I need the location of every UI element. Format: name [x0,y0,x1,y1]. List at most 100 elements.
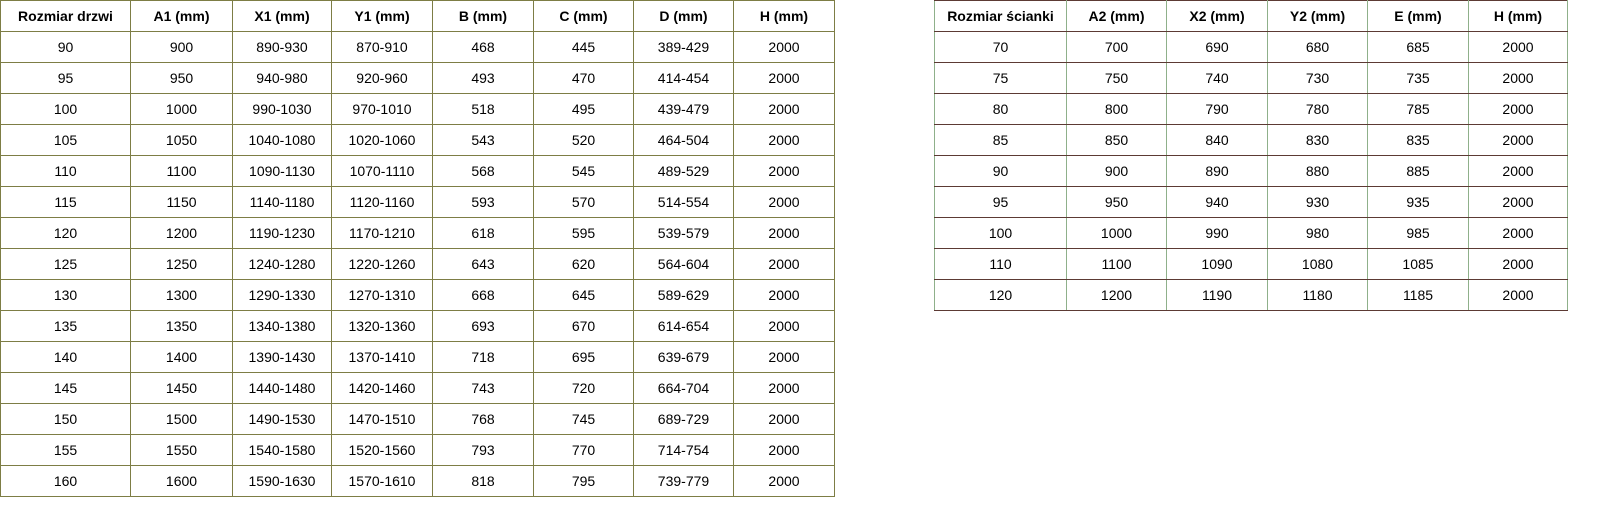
table-cell: 1100 [130,155,233,187]
table-cell: 95 [0,62,131,94]
table-cell: 2000 [1468,31,1568,63]
table-cell: 564-604 [633,248,734,280]
table-cell: 720 [533,372,634,404]
table-cell: 110 [0,155,131,187]
table-row: 90 900 890-930 870-910 468 445 389-429 2000 [0,31,835,63]
table-cell: 2000 [733,465,835,497]
table-cell: 1590-1630 [232,465,332,497]
table-cell: 695 [533,341,634,373]
table-cell: 595 [533,217,634,249]
table-cell: 689-729 [633,403,734,435]
table-cell: 545 [533,155,634,187]
table-cell: 1320-1360 [331,310,433,342]
table-cell: 1490-1530 [232,403,332,435]
table-cell: 1270-1310 [331,279,433,311]
table-cell: 464-504 [633,124,734,156]
table-cell: 389-429 [633,31,734,63]
table-cell: 714-754 [633,434,734,466]
table-cell: 718 [432,341,534,373]
table-cell: 2000 [733,217,835,249]
table-cell: 1180 [1267,279,1368,311]
column-header: A2 (mm) [1066,0,1167,32]
table-cell: 890-930 [232,31,332,63]
column-header: C (mm) [533,0,634,32]
table-cell: 90 [934,155,1067,187]
table-cell: 818 [432,465,534,497]
table-cell: 130 [0,279,131,311]
table-cell: 1470-1510 [331,403,433,435]
table-cell: 1000 [1066,217,1167,249]
table-cell: 2000 [1468,124,1568,156]
column-header: B (mm) [432,0,534,32]
table-cell: 1420-1460 [331,372,433,404]
table-cell: 785 [1367,93,1469,125]
table-row: 115 1150 1140-1180 1120-1160 593 570 514-554 20… [0,186,835,218]
table-cell: 639-679 [633,341,734,373]
table-cell: 145 [0,372,131,404]
table-cell: 940-980 [232,62,332,94]
table-cell: 1000 [130,93,233,125]
table-cell: 135 [0,310,131,342]
table-cell: 100 [934,217,1067,249]
table-cell: 2000 [733,341,835,373]
table-cell: 1570-1610 [331,465,433,497]
column-header: X1 (mm) [232,0,332,32]
table-cell: 2000 [733,93,835,125]
table-cell: 568 [432,155,534,187]
table-cell: 2000 [1468,186,1568,218]
table-cell: 2000 [733,248,835,280]
header-row: Rozmiar drzwi A1 (mm) X1 (mm) Y1 (mm) B (mm)… [0,0,835,32]
column-header: H (mm) [1468,0,1568,32]
table-cell: 2000 [733,403,835,435]
table-cell: 840 [1166,124,1268,156]
table-cell: 2000 [733,279,835,311]
table-cell: 750 [1066,62,1167,94]
table-cell: 1140-1180 [232,186,332,218]
table-cell: 70 [934,31,1067,63]
table-row: 150 1500 1490-1530 1470-1510 768 745 689-729 20… [0,403,835,435]
column-header: Y2 (mm) [1267,0,1368,32]
table-cell: 643 [432,248,534,280]
table-cell: 830 [1267,124,1368,156]
table-cell: 1085 [1367,248,1469,280]
table-cell: 685 [1367,31,1469,63]
column-header: Y1 (mm) [331,0,433,32]
table-cell: 439-479 [633,93,734,125]
table-cell: 1070-1110 [331,155,433,187]
table-cell: 468 [432,31,534,63]
table-row: 100 1000 990-1030 970-1010 518 495 439-479 2000 [0,93,835,125]
table-cell: 980 [1267,217,1368,249]
table-cell: 2000 [1468,155,1568,187]
table-cell: 1020-1060 [331,124,433,156]
table-cell: 1050 [130,124,233,156]
table-cell: 1100 [1066,248,1167,280]
table-cell: 100 [0,93,131,125]
table-cell: 950 [1066,186,1167,218]
table-cell: 1200 [130,217,233,249]
table-cell: 770 [533,434,634,466]
table-cell: 80 [934,93,1067,125]
table-cell: 1450 [130,372,233,404]
table-cell: 880 [1267,155,1368,187]
table-cell: 970-1010 [331,93,433,125]
table-row: 100 1000 990 980 985 2000 [934,217,1568,249]
table-cell: 1600 [130,465,233,497]
column-header: Rozmiar ścianki [934,0,1067,32]
table-cell: 1220-1260 [331,248,433,280]
table-cell: 1540-1580 [232,434,332,466]
table-cell: 414-454 [633,62,734,94]
table-row: 95 950 940-980 920-960 493 470 414-454 2000 [0,62,835,94]
table-cell: 90 [0,31,131,63]
table-cell: 620 [533,248,634,280]
table-cell: 1400 [130,341,233,373]
table-cell: 790 [1166,93,1268,125]
table-cell: 1170-1210 [331,217,433,249]
table-cell: 1040-1080 [232,124,332,156]
table-cell: 885 [1367,155,1469,187]
table-cell: 1150 [130,186,233,218]
door-size-table: Rozmiar drzwi A1 (mm) X1 (mm) Y1 (mm) B (mm)… [0,0,835,497]
table-cell: 518 [432,93,534,125]
table-cell: 539-579 [633,217,734,249]
table-cell: 935 [1367,186,1469,218]
table-row: 145 1450 1440-1480 1420-1460 743 720 664-704 20… [0,372,835,404]
